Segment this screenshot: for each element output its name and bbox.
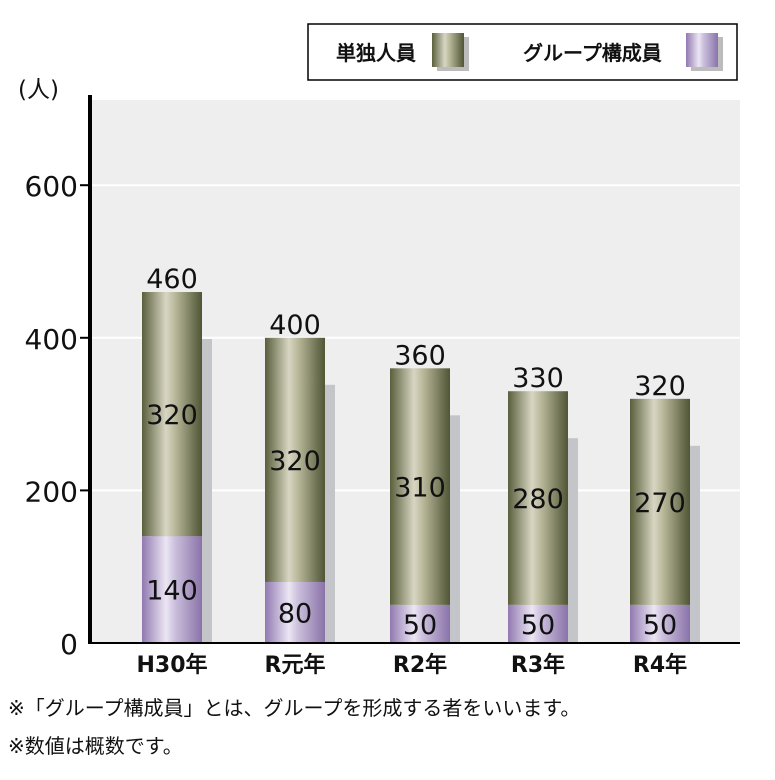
- legend: 単独人員 グループ構成員: [307, 23, 738, 81]
- data-label: 50: [643, 610, 677, 641]
- y-unit-label: (人): [18, 77, 59, 103]
- bar-segment-group: [630, 604, 690, 643]
- data-label: 80: [278, 598, 312, 629]
- bar-segment-group: [142, 536, 202, 643]
- footnote-approximate: ※数値は概数です。: [8, 734, 183, 758]
- bar-segment-group: [265, 581, 325, 643]
- legend-box: [307, 23, 738, 81]
- data-label: 280: [512, 484, 564, 515]
- bar-segment-group: [508, 604, 568, 643]
- total-label: 330: [512, 363, 564, 394]
- bar-segment-single: [390, 368, 450, 605]
- data-label: 140: [146, 576, 198, 607]
- data-label: 310: [394, 473, 446, 504]
- legend-label-group: グループ構成員: [523, 41, 662, 65]
- x-tick-label: R2年: [393, 652, 447, 678]
- total-label: 460: [146, 264, 198, 295]
- legend-label-single: 単独人員: [336, 41, 416, 65]
- y-tick-label: 0: [60, 628, 78, 661]
- y-tick-label: 200: [25, 475, 78, 508]
- total-label: 320: [634, 371, 686, 402]
- data-label: 320: [269, 446, 321, 477]
- x-tick-labels: H30年 R元年 R2年 R3年 R4年: [136, 652, 687, 678]
- x-tick-label: H30年: [136, 652, 207, 678]
- data-label: 320: [146, 400, 198, 431]
- data-label: 50: [521, 610, 555, 641]
- total-label: 360: [394, 340, 446, 371]
- bar-chart: 0 200 400 600 H30年 R元年 R2年 R3年 R4年 140 320 460 80 3…: [18, 23, 740, 678]
- bar-segment-single: [508, 391, 568, 605]
- legend-swatch-single: [432, 33, 464, 67]
- y-tick-label: 400: [25, 323, 78, 356]
- x-tick-label: R元年: [265, 652, 326, 678]
- data-label: 270: [634, 488, 686, 519]
- x-tick-label: R4年: [633, 652, 687, 678]
- x-tick-label: R3年: [511, 652, 565, 678]
- y-tick-label: 600: [25, 170, 78, 203]
- legend-swatch-group: [686, 33, 718, 67]
- y-tick-labels: 0 200 400 600: [25, 170, 90, 661]
- data-labels: 140 320 460 80 320 400 50 310 360 50 280 330 50 270 32…: [146, 264, 686, 641]
- data-label: 50: [403, 610, 437, 641]
- bar-segment-single: [265, 337, 325, 582]
- total-label: 400: [269, 310, 321, 341]
- bars: [142, 292, 690, 643]
- bar-segment-group: [390, 604, 450, 643]
- footnote-group-definition: ※「グループ構成員」とは、グループを形成する者をいいます。: [8, 696, 581, 720]
- bar-segment-single: [630, 398, 690, 605]
- bar-segment-single: [142, 292, 202, 537]
